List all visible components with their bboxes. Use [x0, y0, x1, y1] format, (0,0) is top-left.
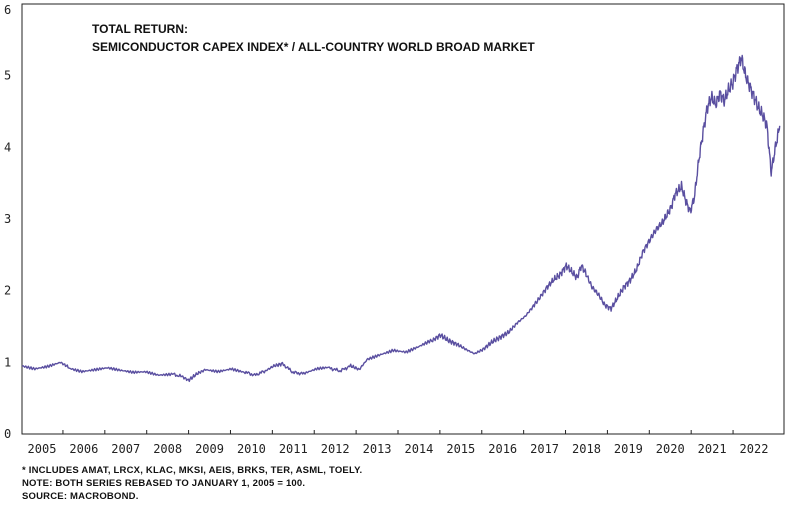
- y-tick-label: 6: [4, 3, 11, 17]
- x-tick-label: 2008: [153, 442, 182, 456]
- x-tick-label: 2018: [572, 442, 601, 456]
- x-tick-label: 2009: [195, 442, 224, 456]
- x-tick-label: 2014: [404, 442, 433, 456]
- chart-subtitle: SEMICONDUCTOR CAPEX INDEX* / ALL-COUNTRY…: [92, 40, 535, 54]
- x-tick-label: 2017: [530, 442, 559, 456]
- x-tick-label: 2016: [488, 442, 517, 456]
- x-tick-label: 2005: [28, 442, 57, 456]
- x-tick-label: 2006: [69, 442, 98, 456]
- footnote-rebase: NOTE: BOTH SERIES REBASED TO JANUARY 1, …: [22, 478, 306, 489]
- x-tick-label: 2020: [656, 442, 685, 456]
- x-tick-label: 2015: [446, 442, 475, 456]
- series-line: [21, 54, 781, 383]
- footnotes: * INCLUDES AMAT, LRCX, KLAC, MKSI, AEIS,…: [22, 464, 782, 503]
- footnote-source: SOURCE: MACROBOND.: [22, 491, 139, 502]
- x-tick-label: 2010: [237, 442, 266, 456]
- y-tick-label: 0: [4, 427, 11, 441]
- y-axis: 0 1 2 3 4 5 6: [4, 3, 11, 441]
- x-tick-label: 2019: [614, 442, 643, 456]
- y-tick-label: 5: [4, 69, 11, 83]
- x-tick-label: 2012: [321, 442, 350, 456]
- x-axis: 2005 2006 2007 2008 2009 2010 2011 2012 2013 2014…: [28, 430, 769, 456]
- x-tick-label: 2007: [111, 442, 140, 456]
- x-tick-label: 2013: [363, 442, 392, 456]
- plot-frame: [21, 3, 785, 435]
- y-tick-label: 2: [4, 284, 11, 298]
- chart-title: TOTAL RETURN:: [92, 22, 188, 36]
- y-tick-label: 1: [4, 355, 11, 369]
- footnote-constituents: * INCLUDES AMAT, LRCX, KLAC, MKSI, AEIS,…: [22, 465, 363, 476]
- line-chart: 0 1 2 3 4 5 6 2005 2006 2007 2008 2009 2010 2011 2012…: [4, 3, 785, 456]
- y-tick-label: 3: [4, 212, 11, 226]
- x-tick-label: 2022: [740, 442, 769, 456]
- y-tick-label: 4: [4, 140, 11, 154]
- x-tick-label: 2021: [698, 442, 727, 456]
- x-tick-label: 2011: [279, 442, 308, 456]
